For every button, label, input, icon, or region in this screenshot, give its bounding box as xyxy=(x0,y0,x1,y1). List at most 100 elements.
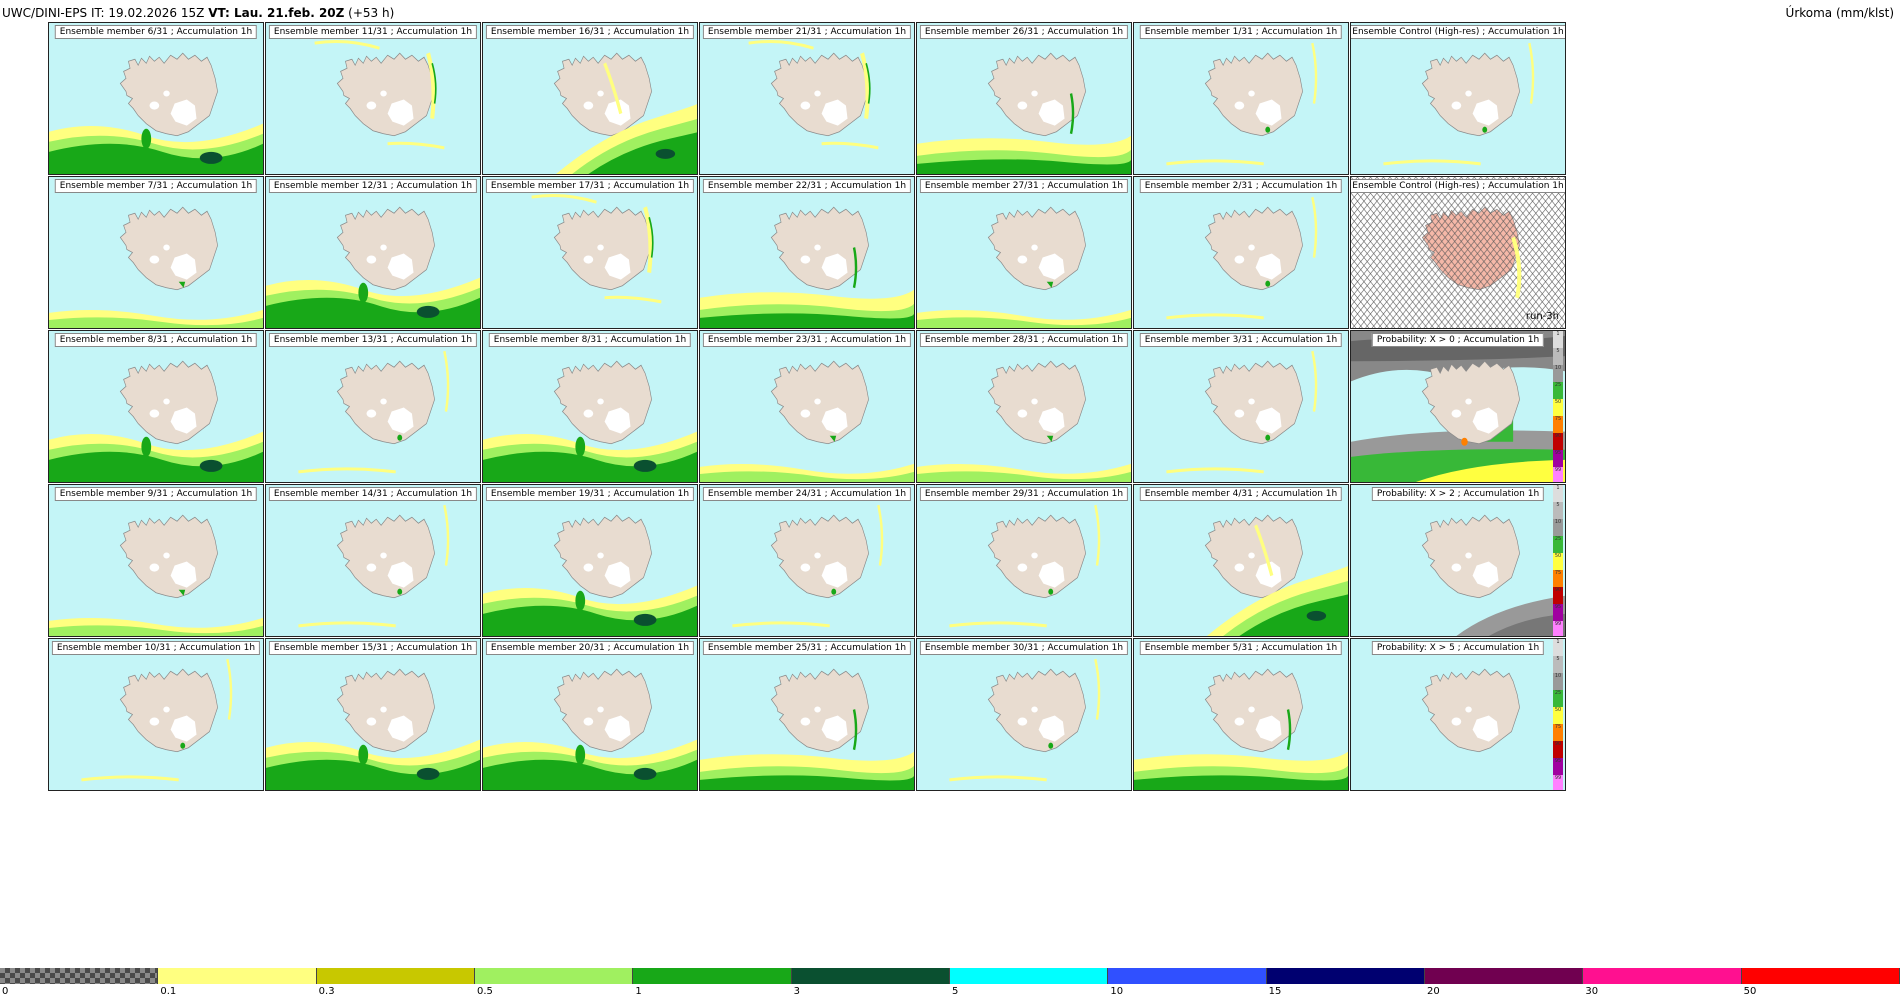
color-legend: 0 0.1 0.3 0.5 1 3 5 10 15 20 30 50 xyxy=(0,968,1900,1000)
probability-scale-step: 99 xyxy=(1553,467,1563,482)
probability-scale-step: 75 xyxy=(1553,724,1563,741)
probability-scale-step: 90 xyxy=(1553,741,1563,758)
iceland-precip-map xyxy=(1351,485,1565,636)
probability-scale-step: 1 xyxy=(1553,331,1563,348)
legend-swatch xyxy=(1425,968,1584,984)
iceland-precip-map xyxy=(700,639,914,790)
probability-scale-step: 95 xyxy=(1553,604,1563,621)
probability-scale-step: 10 xyxy=(1553,673,1563,690)
map-panel: Ensemble member 22/31 ; Accumulation 1h xyxy=(699,176,915,329)
panel-title: Ensemble member 20/31 ; Accumulation 1h xyxy=(485,641,695,655)
panel-title: Ensemble member 4/31 ; Accumulation 1h xyxy=(1139,487,1343,501)
probability-scale-step: 25 xyxy=(1553,690,1563,707)
iceland-precip-map xyxy=(917,485,1131,636)
map-panel: Ensemble member 10/31 ; Accumulation 1h xyxy=(48,638,264,791)
map-panel: Ensemble member 9/31 ; Accumulation 1h xyxy=(48,484,264,637)
map-panel: Ensemble member 19/31 ; Accumulation 1h xyxy=(482,484,698,637)
run-label: run-3h xyxy=(1525,311,1559,322)
iceland-precip-map xyxy=(700,177,914,328)
iceland-precip-map xyxy=(1134,331,1348,482)
panel-title: Ensemble member 25/31 ; Accumulation 1h xyxy=(702,641,912,655)
panel-title: Ensemble member 10/31 ; Accumulation 1h xyxy=(51,641,261,655)
map-panel: Probability: X > 2 ; Accumulation 1h 1 5 10… xyxy=(1350,484,1566,637)
iceland-precip-map xyxy=(1134,639,1348,790)
probability-scale-step: 50 xyxy=(1553,399,1563,416)
map-panel: Ensemble member 17/31 ; Accumulation 1h xyxy=(482,176,698,329)
legend-swatch xyxy=(950,968,1109,984)
map-panel: Ensemble Control (High-res) ; Accumulati… xyxy=(1350,22,1566,175)
iceland-precip-map xyxy=(917,639,1131,790)
panel-title: Ensemble member 24/31 ; Accumulation 1h xyxy=(702,487,912,501)
probability-scale: 1 5 10 25 50 75 90 95 99 xyxy=(1553,639,1563,790)
panel-title: Ensemble member 15/31 ; Accumulation 1h xyxy=(268,641,478,655)
probability-scale-step: 1 xyxy=(1553,485,1563,502)
panel-title: Ensemble member 30/31 ; Accumulation 1h xyxy=(919,641,1129,655)
panel-title: Ensemble member 29/31 ; Accumulation 1h xyxy=(919,487,1129,501)
probability-scale-step: 50 xyxy=(1553,553,1563,570)
panel-title: Ensemble member 17/31 ; Accumulation 1h xyxy=(485,179,695,193)
panel-title: Probability: X > 5 ; Accumulation 1h xyxy=(1371,641,1545,655)
legend-tick-label: 5 xyxy=(952,986,959,997)
probability-scale-step: 1 xyxy=(1553,639,1563,656)
map-panel: Ensemble member 25/31 ; Accumulation 1h xyxy=(699,638,915,791)
panel-title: Ensemble member 14/31 ; Accumulation 1h xyxy=(268,487,478,501)
probability-scale-step: 99 xyxy=(1553,621,1563,636)
panel-title: Ensemble member 2/31 ; Accumulation 1h xyxy=(1139,179,1343,193)
iceland-precip-map xyxy=(1351,177,1565,328)
probability-scale-step: 5 xyxy=(1553,656,1563,673)
map-panel: Ensemble member 26/31 ; Accumulation 1h xyxy=(916,22,1132,175)
iceland-precip-map xyxy=(49,23,263,174)
map-panel: Ensemble member 14/31 ; Accumulation 1h xyxy=(265,484,481,637)
panel-title: Ensemble member 8/31 ; Accumulation 1h xyxy=(488,333,692,347)
iceland-precip-map xyxy=(917,23,1131,174)
panel-title: Ensemble member 9/31 ; Accumulation 1h xyxy=(54,487,258,501)
panel-title: Probability: X > 0 ; Accumulation 1h xyxy=(1371,333,1545,347)
legend-swatch xyxy=(1741,968,1900,984)
probability-scale-step: 90 xyxy=(1553,433,1563,450)
panel-title: Ensemble member 13/31 ; Accumulation 1h xyxy=(268,333,478,347)
map-panel: Ensemble member 11/31 ; Accumulation 1h xyxy=(265,22,481,175)
iceland-precip-map xyxy=(483,639,697,790)
legend-tick-label: 0.1 xyxy=(160,986,177,997)
map-panel: Ensemble member 28/31 ; Accumulation 1h xyxy=(916,330,1132,483)
probability-scale-step: 10 xyxy=(1553,365,1563,382)
panel-title: Ensemble member 19/31 ; Accumulation 1h xyxy=(485,487,695,501)
panel-title: Ensemble member 28/31 ; Accumulation 1h xyxy=(919,333,1129,347)
iceland-precip-map xyxy=(1134,23,1348,174)
map-panel: Ensemble member 23/31 ; Accumulation 1h xyxy=(699,330,915,483)
map-panel: Ensemble member 29/31 ; Accumulation 1h xyxy=(916,484,1132,637)
iceland-precip-map xyxy=(700,23,914,174)
probability-scale-step: 95 xyxy=(1553,758,1563,775)
probability-scale-step: 50 xyxy=(1553,707,1563,724)
legend-swatch xyxy=(475,968,634,984)
iceland-precip-map xyxy=(266,331,480,482)
iceland-precip-map xyxy=(483,331,697,482)
legend-swatch xyxy=(791,968,950,984)
panel-title: Ensemble member 3/31 ; Accumulation 1h xyxy=(1139,333,1343,347)
iceland-precip-map xyxy=(49,639,263,790)
legend-tick-label: 0.5 xyxy=(477,986,493,997)
legend-tick-label: 10 xyxy=(1110,986,1124,997)
iceland-precip-map xyxy=(266,485,480,636)
map-panel: Ensemble member 3/31 ; Accumulation 1h xyxy=(1133,330,1349,483)
iceland-precip-map xyxy=(49,177,263,328)
map-panel: Ensemble member 13/31 ; Accumulation 1h xyxy=(265,330,481,483)
iceland-precip-map xyxy=(1134,177,1348,328)
probability-scale-step: 25 xyxy=(1553,536,1563,553)
map-panel: Ensemble member 15/31 ; Accumulation 1h xyxy=(265,638,481,791)
legend-tick-label: 15 xyxy=(1268,986,1282,997)
map-panel: Ensemble member 4/31 ; Accumulation 1h xyxy=(1133,484,1349,637)
panel-title: Ensemble member 26/31 ; Accumulation 1h xyxy=(919,25,1129,39)
panel-title: Ensemble member 11/31 ; Accumulation 1h xyxy=(268,25,478,39)
probability-scale-step: 10 xyxy=(1553,519,1563,536)
panel-title: Ensemble member 6/31 ; Accumulation 1h xyxy=(54,25,258,39)
legend-tick-label: 50 xyxy=(1743,986,1757,997)
iceland-precip-map xyxy=(49,485,263,636)
legend-swatch xyxy=(1583,968,1742,984)
header-valid-time: VT: Lau. 21.feb. 20Z xyxy=(208,6,345,20)
panel-title: Ensemble member 8/31 ; Accumulation 1h xyxy=(54,333,258,347)
panel-title: Ensemble Control (High-res) ; Accumulati… xyxy=(1351,25,1565,39)
map-panel: Ensemble member 5/31 ; Accumulation 1h xyxy=(1133,638,1349,791)
probability-scale: 1 5 10 25 50 75 90 95 99 xyxy=(1553,485,1563,636)
